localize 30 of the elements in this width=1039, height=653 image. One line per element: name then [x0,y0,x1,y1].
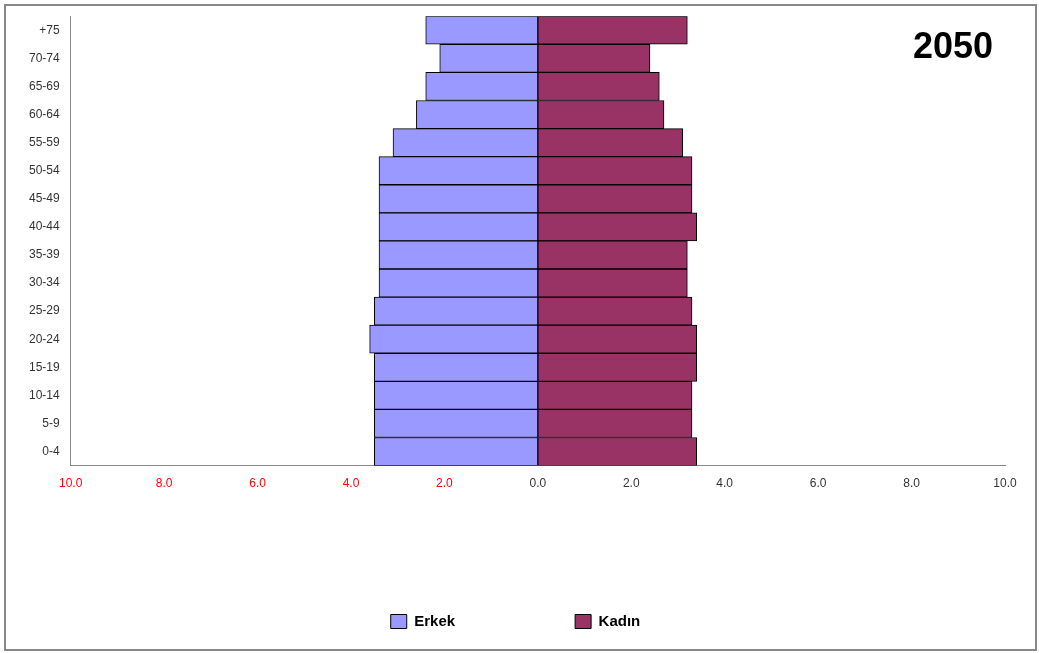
x-tick-label: 2.0 [436,476,454,491]
x-tick-label: 10.0 [59,476,83,491]
x-tick-label: 8.0 [155,476,173,491]
y-tick-label: 55-59 [28,134,61,149]
y-tick-label: 10-14 [28,387,61,402]
x-tick-label: 4.0 [716,476,734,491]
y-tick-label: 0-4 [42,443,61,458]
y-tick-label: 65-69 [28,78,61,93]
legend-label: Kadın [598,611,641,629]
y-tick-label: +75 [39,22,61,37]
y-tick-label: 35-39 [28,247,61,262]
x-tick-label: 6.0 [809,476,827,491]
y-tick-label: 25-29 [28,303,61,318]
annotation: 2050 [912,25,993,67]
y-tick-label: 20-24 [28,331,61,346]
x-tick-label: 0.0 [529,476,547,491]
x-tick-label: 10.0 [993,476,1017,491]
x-tick-label: 4.0 [342,476,360,491]
y-tick-label: 15-19 [28,359,61,374]
x-tick-label: 8.0 [903,476,921,491]
y-tick-label: 45-49 [28,191,61,206]
x-tick-label: 2.0 [622,476,640,491]
y-tick-label: 70-74 [28,50,61,65]
y-tick-label: 30-34 [28,275,61,290]
x-tick-label: 6.0 [249,476,267,491]
y-tick-label: 50-54 [28,162,61,177]
y-tick-label: 60-64 [28,106,61,121]
y-tick-label: 5-9 [42,415,61,430]
legend-label: Erkek [414,611,456,629]
y-tick-label: 40-44 [28,219,61,234]
